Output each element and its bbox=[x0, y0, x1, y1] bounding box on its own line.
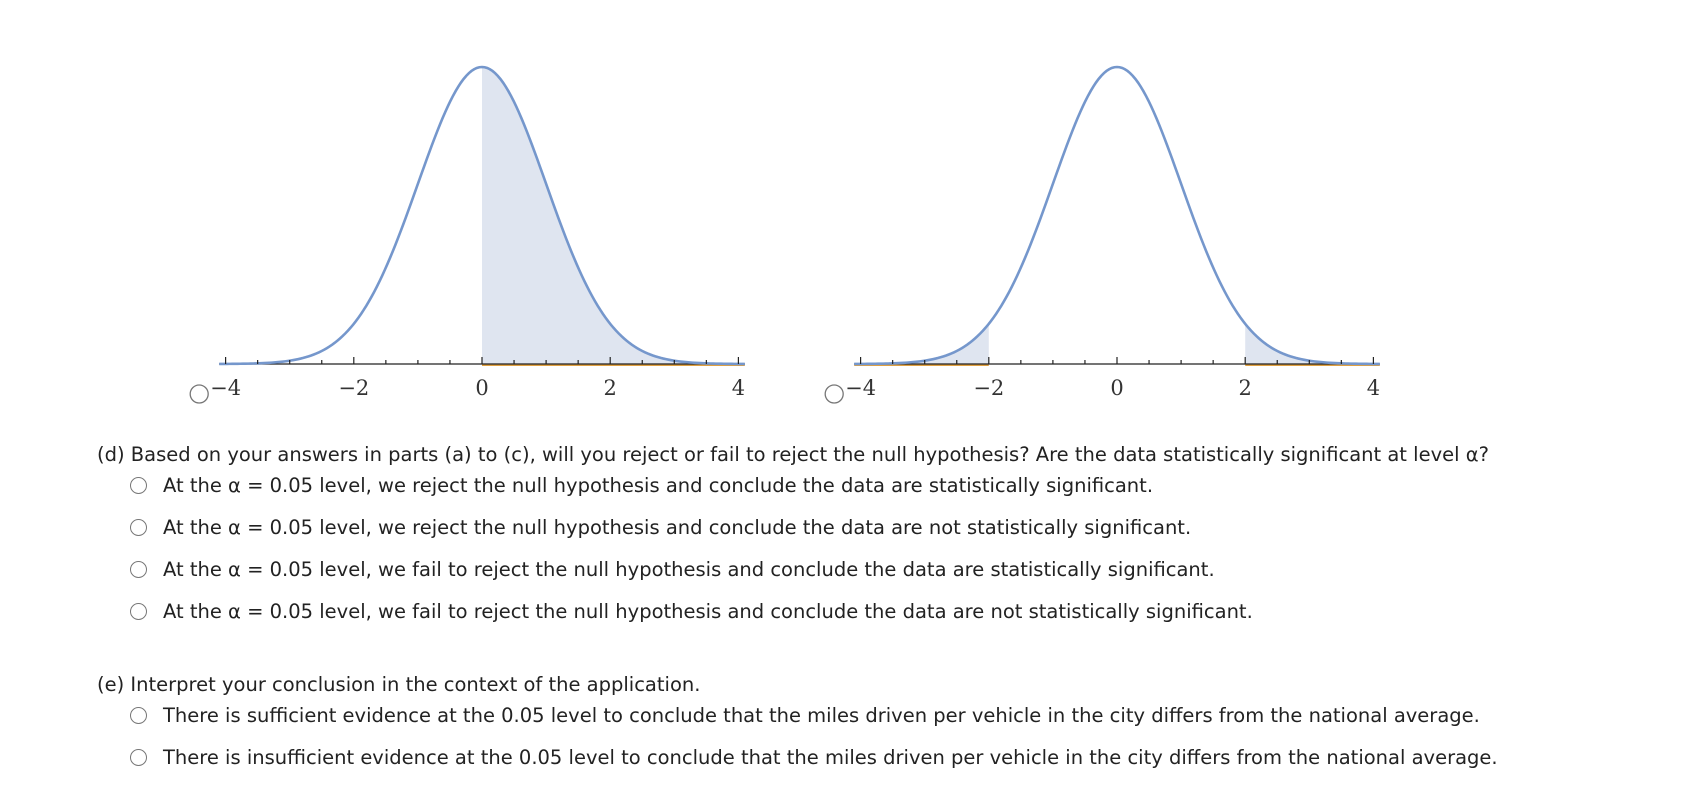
x-tick-label: −2 bbox=[338, 376, 369, 400]
radio-button[interactable] bbox=[189, 384, 209, 404]
x-tick-label: −2 bbox=[973, 376, 1004, 400]
option-text: At the α = 0.05 level, we reject the nul… bbox=[163, 516, 1192, 539]
shaded-region bbox=[854, 323, 989, 364]
radio-button[interactable] bbox=[130, 477, 147, 494]
x-tick-label: 2 bbox=[604, 376, 617, 400]
x-tick-label: 0 bbox=[475, 376, 488, 400]
option[interactable]: At the α = 0.05 level, we reject the nul… bbox=[130, 474, 1153, 497]
radio-button[interactable] bbox=[130, 749, 147, 766]
radio-button[interactable] bbox=[824, 384, 844, 404]
radio-button[interactable] bbox=[130, 519, 147, 536]
option-text: There is insufficient evidence at the 0.… bbox=[163, 746, 1498, 769]
option-text: At the α = 0.05 level, we fail to reject… bbox=[163, 558, 1215, 581]
radio-button[interactable] bbox=[130, 561, 147, 578]
x-tick-label: 0 bbox=[1110, 376, 1123, 400]
question: (d) Based on your answers in parts (a) t… bbox=[97, 443, 1489, 466]
option-text: There is sufficient evidence at the 0.05… bbox=[163, 704, 1480, 727]
shaded-region bbox=[1245, 323, 1380, 364]
x-tick-label: 4 bbox=[732, 376, 745, 400]
radio-button[interactable] bbox=[130, 707, 147, 724]
density-curve bbox=[854, 65, 1380, 366]
question: (e) Interpret your conclusion in the con… bbox=[97, 673, 701, 696]
x-tick-label: 2 bbox=[1239, 376, 1252, 400]
shaded-region bbox=[482, 67, 745, 364]
option-text: At the α = 0.05 level, we fail to reject… bbox=[163, 600, 1253, 623]
plots: −4 −2 0 2 4 −4 −2 0 2 4 bbox=[189, 65, 1380, 404]
option[interactable]: At the α = 0.05 level, we reject the nul… bbox=[130, 516, 1191, 539]
option-text: At the α = 0.05 level, we reject the nul… bbox=[163, 474, 1154, 497]
option[interactable]: There is sufficient evidence at the 0.05… bbox=[130, 704, 1480, 727]
radio-button[interactable] bbox=[130, 603, 147, 620]
x-tick-label: −4 bbox=[210, 376, 241, 400]
option[interactable]: At the α = 0.05 level, we fail to reject… bbox=[130, 558, 1215, 581]
option[interactable]: At the α = 0.05 level, we fail to reject… bbox=[130, 600, 1253, 623]
x-tick-label: −4 bbox=[845, 376, 876, 400]
option[interactable]: There is insufficient evidence at the 0.… bbox=[130, 746, 1498, 769]
density-curve bbox=[219, 65, 745, 366]
x-tick-label: 4 bbox=[1367, 376, 1380, 400]
